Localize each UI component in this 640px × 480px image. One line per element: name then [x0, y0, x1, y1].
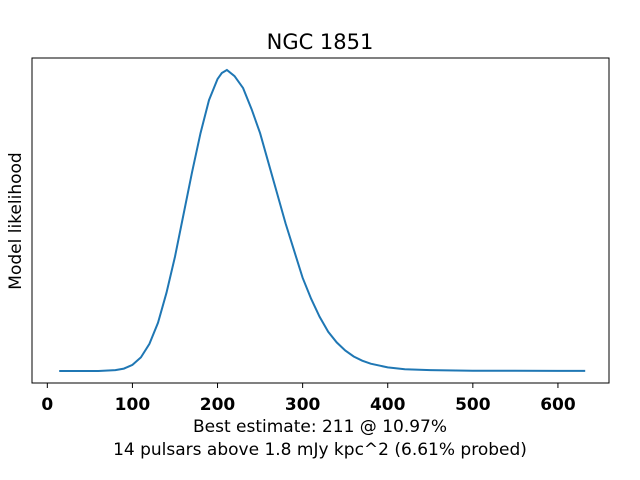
y-axis-label: Model likelihood: [6, 152, 26, 289]
x-tick-label: 500: [455, 395, 491, 415]
x-tick-label: 200: [200, 395, 236, 415]
x-tick-label: 300: [285, 395, 321, 415]
plot-frame: [31, 57, 610, 384]
chart-title: NGC 1851: [267, 30, 374, 54]
x-tick-label: 600: [540, 395, 576, 415]
x-tick-label: 400: [370, 395, 406, 415]
likelihood-curve: [59, 68, 586, 372]
x-tick-label: 0: [41, 395, 53, 415]
x-tick-label: 100: [115, 395, 151, 415]
x-axis: 0 100 200 300 400 500 600: [41, 383, 576, 415]
x-axis-label-line-1: Best estimate: 211 @ 10.97%: [193, 417, 447, 437]
x-axis-label-line-2: 14 pulsars above 1.8 mJy kpc^2 (6.61% pr…: [113, 440, 527, 460]
